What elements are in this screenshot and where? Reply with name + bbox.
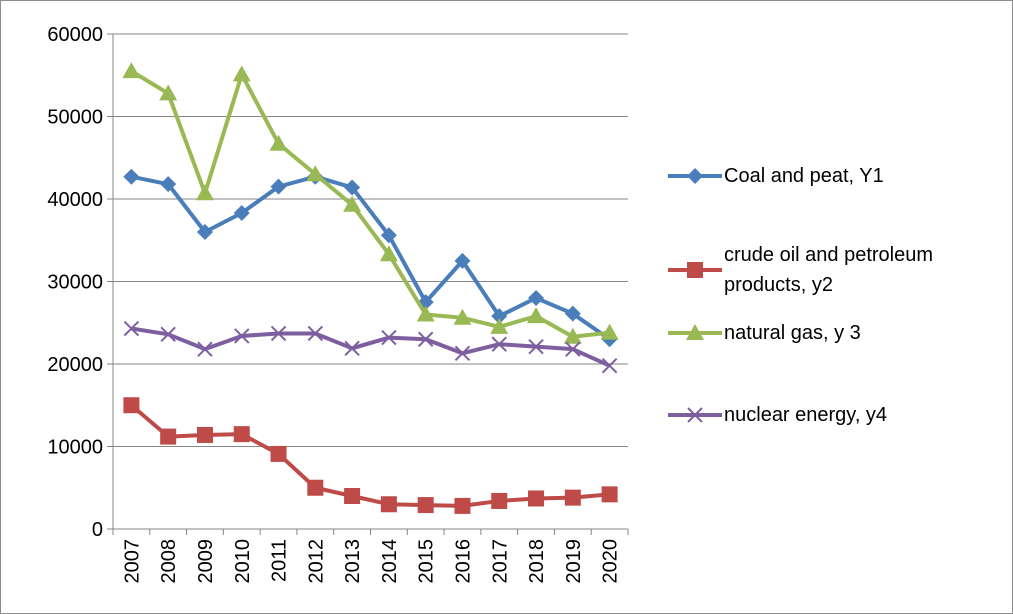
- x-tick-label: 2016: [452, 539, 474, 584]
- x-tick-label: 2015: [416, 539, 438, 584]
- x-tick-label: 2011: [269, 539, 291, 582]
- legend-item: nuclear energy, y4: [666, 400, 1004, 430]
- marker: [454, 252, 471, 269]
- legend-label: nuclear energy, y4: [724, 404, 888, 426]
- marker: [527, 307, 546, 324]
- marker: [306, 165, 325, 182]
- marker: [123, 397, 140, 414]
- marker: [686, 324, 704, 340]
- marker: [233, 426, 250, 443]
- y-tick-label: 0: [92, 519, 103, 541]
- marker: [344, 179, 361, 196]
- marker: [528, 338, 544, 355]
- series-line: [130, 69, 610, 339]
- marker: [270, 178, 287, 195]
- marker: [196, 426, 213, 443]
- marker: [564, 489, 581, 506]
- legend-key: [668, 262, 722, 278]
- legend-label: crude oil and petroleum products, y2: [724, 244, 934, 296]
- x-tick-label: 2013: [342, 539, 364, 584]
- y-tick-label: 20000: [47, 354, 103, 376]
- y-tick-label: 40000: [47, 189, 103, 211]
- marker: [490, 317, 509, 334]
- marker: [123, 168, 140, 185]
- marker: [197, 341, 213, 357]
- marker: [270, 445, 287, 462]
- y-tick-label: 30000: [47, 272, 103, 294]
- legend-label: Coal and peat, Y1: [724, 165, 884, 187]
- marker: [344, 340, 360, 357]
- marker: [196, 224, 213, 240]
- legend-key: [668, 168, 722, 184]
- legend-item: natural gas, y 3: [666, 318, 1004, 348]
- series-line: [130, 174, 611, 341]
- marker: [307, 479, 324, 496]
- marker: [453, 308, 472, 325]
- marker: [234, 328, 250, 344]
- legend-item: crude oil and petroleum products, y2: [666, 240, 1004, 300]
- marker: [491, 492, 508, 509]
- marker: [491, 308, 508, 325]
- x-tick-label: 2017: [489, 539, 511, 584]
- marker: [123, 320, 140, 337]
- marker: [122, 62, 141, 79]
- marker: [687, 168, 703, 184]
- marker: [195, 184, 214, 201]
- marker: [379, 245, 398, 262]
- marker: [565, 341, 581, 357]
- marker: [159, 84, 178, 101]
- marker: [563, 327, 582, 344]
- y-tick-label: 60000: [47, 24, 103, 46]
- marker: [528, 290, 545, 306]
- marker: [380, 227, 397, 244]
- legend-item: Coal and peat, Y1: [666, 161, 1004, 191]
- marker: [160, 326, 176, 343]
- marker: [491, 336, 507, 352]
- legend-label: natural gas, y 3: [724, 322, 861, 344]
- marker: [454, 345, 471, 361]
- series-line: [131, 326, 611, 368]
- marker: [417, 331, 434, 347]
- x-tick-label: 2010: [232, 539, 254, 584]
- marker: [307, 325, 324, 342]
- x-tick-label: 2009: [195, 539, 217, 584]
- x-tick-label: 2012: [305, 539, 327, 584]
- x-tick-label: 2020: [600, 539, 622, 584]
- marker: [269, 134, 288, 151]
- marker: [687, 407, 703, 423]
- legend-key: [668, 407, 722, 423]
- legend-key: [668, 324, 722, 340]
- marker: [600, 323, 619, 340]
- marker: [344, 488, 361, 504]
- marker: [160, 428, 177, 445]
- marker: [232, 65, 251, 82]
- marker: [601, 357, 618, 374]
- x-tick-label: 2018: [526, 539, 548, 584]
- marker: [416, 305, 435, 322]
- x-tick-label: 2019: [563, 539, 585, 584]
- marker: [417, 497, 434, 514]
- marker: [270, 325, 287, 342]
- y-tick-label: 10000: [47, 437, 103, 459]
- x-tick-label: 2014: [379, 539, 401, 584]
- y-tick-label: 50000: [47, 107, 103, 129]
- marker: [687, 262, 703, 278]
- marker: [233, 205, 250, 222]
- marker: [343, 195, 362, 212]
- marker: [454, 497, 471, 514]
- marker: [160, 176, 177, 193]
- marker: [380, 496, 397, 513]
- marker: [564, 305, 581, 322]
- marker: [528, 490, 545, 507]
- x-tick-label: 2007: [121, 539, 143, 584]
- x-tick-label: 2008: [158, 539, 180, 584]
- marker: [381, 329, 397, 346]
- marker: [601, 486, 618, 503]
